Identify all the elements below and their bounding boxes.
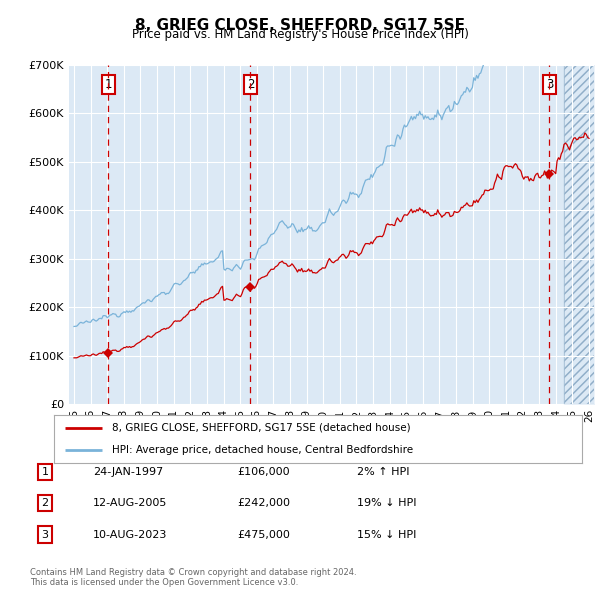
Text: 2: 2 [247, 78, 254, 91]
Text: HPI: Average price, detached house, Central Bedfordshire: HPI: Average price, detached house, Cent… [112, 445, 413, 455]
Text: 2: 2 [41, 499, 49, 508]
Text: 24-JAN-1997: 24-JAN-1997 [93, 467, 163, 477]
Text: 2% ↑ HPI: 2% ↑ HPI [357, 467, 409, 477]
Text: 8, GRIEG CLOSE, SHEFFORD, SG17 5SE (detached house): 8, GRIEG CLOSE, SHEFFORD, SG17 5SE (deta… [112, 423, 411, 433]
Text: 8, GRIEG CLOSE, SHEFFORD, SG17 5SE: 8, GRIEG CLOSE, SHEFFORD, SG17 5SE [135, 18, 465, 32]
Text: 12-AUG-2005: 12-AUG-2005 [93, 499, 167, 508]
Text: 3: 3 [546, 78, 553, 91]
Text: Price paid vs. HM Land Registry's House Price Index (HPI): Price paid vs. HM Land Registry's House … [131, 28, 469, 41]
Text: 10-AUG-2023: 10-AUG-2023 [93, 530, 167, 539]
Text: 15% ↓ HPI: 15% ↓ HPI [357, 530, 416, 539]
Text: 1: 1 [41, 467, 49, 477]
Text: £106,000: £106,000 [237, 467, 290, 477]
Text: 1: 1 [104, 78, 112, 91]
Text: 3: 3 [41, 530, 49, 539]
Text: This data is licensed under the Open Government Licence v3.0.: This data is licensed under the Open Gov… [30, 578, 298, 587]
Text: Contains HM Land Registry data © Crown copyright and database right 2024.: Contains HM Land Registry data © Crown c… [30, 568, 356, 577]
Text: 19% ↓ HPI: 19% ↓ HPI [357, 499, 416, 508]
Text: £475,000: £475,000 [237, 530, 290, 539]
Text: £242,000: £242,000 [237, 499, 290, 508]
